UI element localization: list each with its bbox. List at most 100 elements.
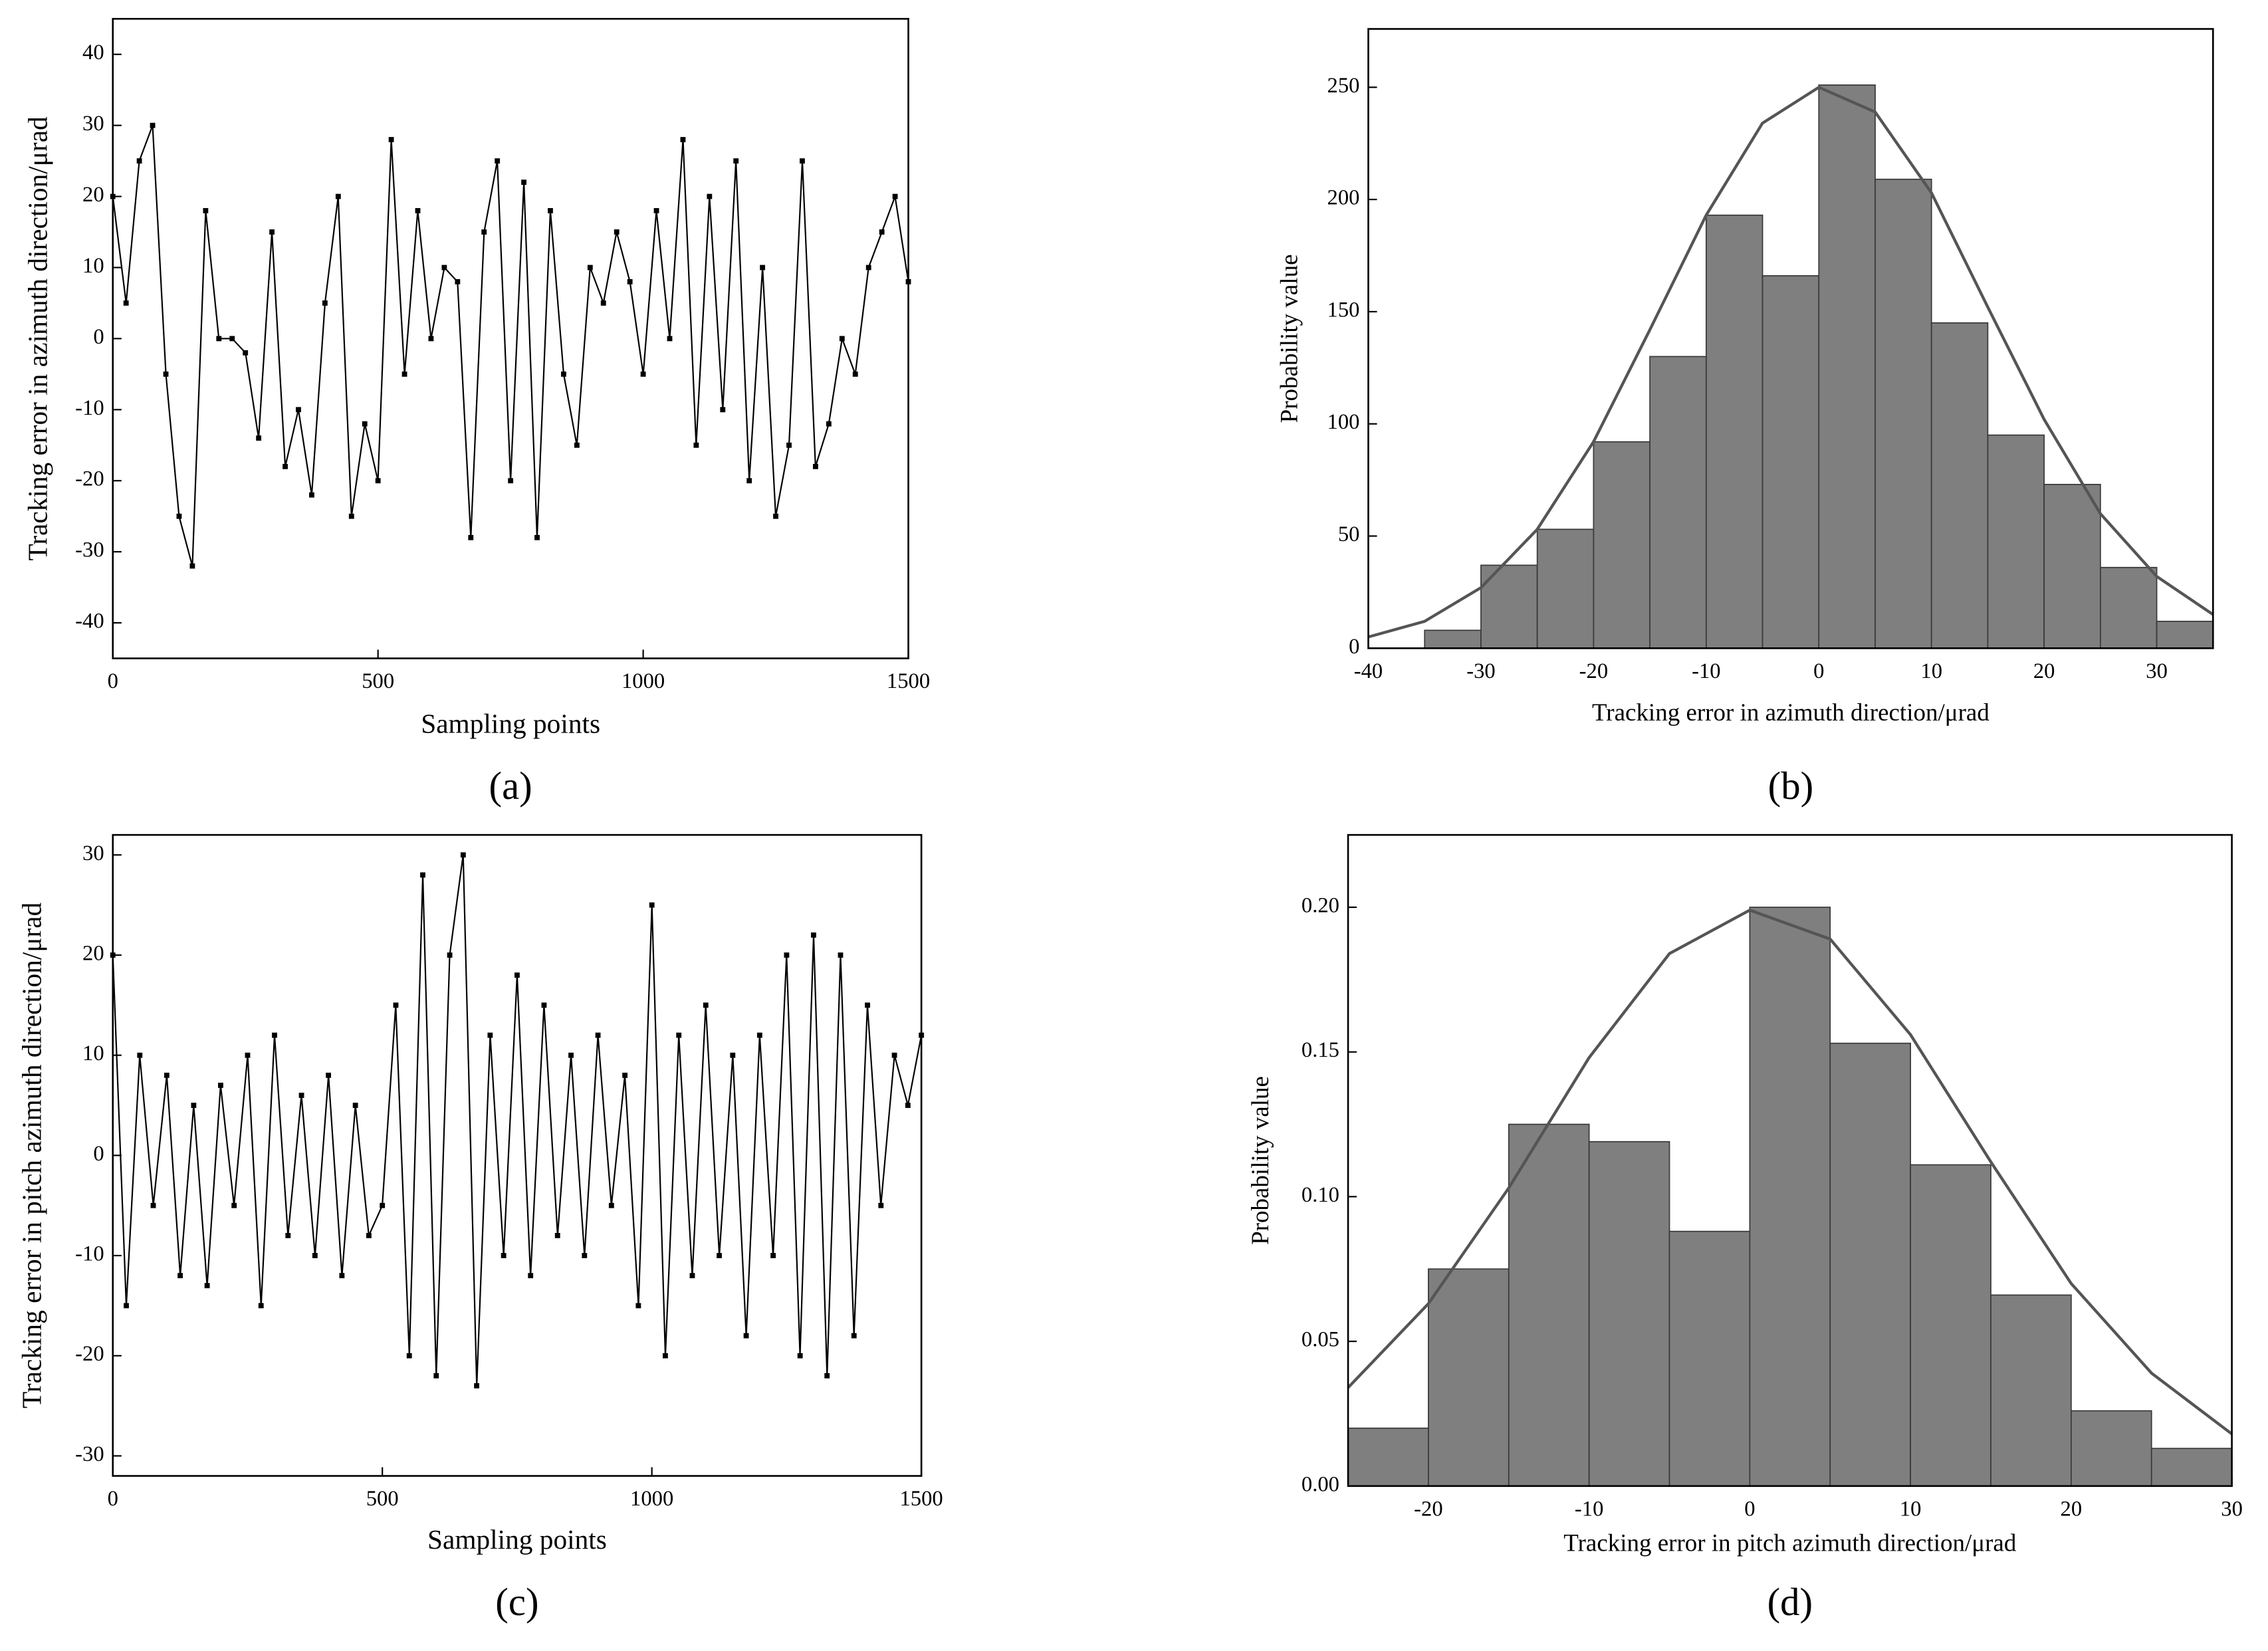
- data-point: [217, 1082, 223, 1088]
- data-point: [521, 179, 526, 185]
- y-tick-label: 40: [82, 41, 104, 64]
- y-tick-label: 10: [82, 254, 104, 278]
- histogram-bar: [1749, 907, 1831, 1487]
- x-tick-label: -10: [1575, 1497, 1603, 1521]
- data-point: [756, 1032, 762, 1038]
- data-point: [296, 407, 301, 413]
- histogram-bar: [2070, 1410, 2152, 1487]
- x-tick-label: 0: [1813, 659, 1824, 683]
- y-axis-label: Probability value: [1276, 254, 1304, 423]
- data-point: [204, 1283, 210, 1289]
- data-point: [388, 137, 394, 142]
- data-point: [622, 1072, 628, 1078]
- data-point: [878, 1202, 884, 1208]
- y-tick-label: 150: [1327, 298, 1360, 322]
- panel-label: (d): [1767, 1581, 1813, 1624]
- histogram-bar: [1987, 434, 2045, 649]
- data-point: [123, 300, 129, 306]
- data-point: [865, 265, 871, 271]
- x-tick-label: -30: [1466, 659, 1495, 683]
- data-point: [216, 336, 222, 342]
- data-point: [229, 336, 235, 342]
- data-point: [380, 1202, 386, 1208]
- data-point: [375, 478, 381, 484]
- data-point: [667, 336, 673, 342]
- data-point: [839, 336, 845, 342]
- x-tick-label: -10: [1692, 659, 1720, 683]
- data-point: [800, 158, 805, 164]
- data-point: [614, 229, 620, 235]
- x-axis-label: Sampling points: [421, 708, 600, 738]
- data-point: [649, 902, 655, 908]
- data-point: [608, 1202, 614, 1208]
- data-point: [733, 158, 739, 164]
- data-line: [112, 855, 923, 1386]
- data-point: [269, 229, 275, 235]
- data-point: [640, 371, 646, 377]
- data-point: [474, 1383, 480, 1388]
- data-point: [773, 513, 778, 519]
- histogram-bar: [1424, 629, 1482, 649]
- data-point: [730, 1052, 736, 1058]
- x-axis-label: Sampling points: [427, 1524, 607, 1555]
- data-point: [865, 1002, 870, 1008]
- data-point: [312, 1253, 318, 1258]
- y-tick-label: -20: [75, 1342, 104, 1366]
- data-point: [177, 1273, 183, 1279]
- data-point: [568, 1052, 574, 1058]
- data-point: [163, 371, 169, 377]
- data-point: [717, 1253, 722, 1258]
- y-axis-label: Tracking error in pitch azimuth directio…: [17, 902, 47, 1408]
- data-point: [447, 952, 453, 958]
- y-tick-label: 0.15: [1302, 1038, 1339, 1062]
- data-point: [720, 407, 726, 413]
- data-point: [824, 1373, 830, 1378]
- data-point: [891, 1052, 897, 1058]
- y-tick-label: 100: [1327, 410, 1360, 434]
- y-tick-label: -40: [75, 609, 104, 633]
- y-axis-label: Tracking error in azimuth direction/μrad: [22, 116, 53, 561]
- y-tick-label: 0: [1349, 635, 1359, 659]
- x-tick-label: 20: [2061, 1497, 2083, 1521]
- data-point: [528, 1273, 534, 1279]
- data-point: [786, 442, 792, 448]
- x-tick-label: 0: [108, 669, 118, 693]
- x-tick-label: 500: [366, 1487, 399, 1511]
- data-point: [189, 563, 195, 569]
- x-tick-label: 10: [1900, 1497, 1922, 1521]
- panel-label: (c): [495, 1581, 538, 1624]
- histogram-bar: [2156, 620, 2214, 649]
- data-point: [892, 193, 898, 199]
- data-point: [663, 1353, 668, 1359]
- histogram-bar: [1428, 1268, 1510, 1487]
- x-tick-label: 0: [108, 1487, 118, 1511]
- data-point: [676, 1032, 682, 1038]
- data-point: [339, 1273, 345, 1279]
- histogram-bar: [1649, 356, 1707, 649]
- data-point: [812, 463, 818, 469]
- data-point: [582, 1253, 588, 1258]
- y-tick-label: -10: [75, 396, 104, 420]
- histogram-bar: [1508, 1123, 1590, 1487]
- histogram-bar: [1818, 84, 1876, 649]
- y-tick-label: 0: [93, 325, 104, 349]
- data-point: [707, 193, 713, 199]
- panel-label: (b): [1768, 764, 1813, 808]
- x-tick-label: -20: [1579, 659, 1608, 683]
- data-point: [309, 492, 314, 498]
- data-point: [420, 872, 425, 878]
- y-tick-label: 30: [82, 841, 104, 865]
- data-point: [541, 1002, 547, 1008]
- x-tick-label: -40: [1354, 659, 1383, 683]
- data-line: [112, 125, 909, 566]
- data-point: [514, 972, 520, 978]
- y-axis-label: Probability value: [1247, 1076, 1274, 1245]
- y-tick-label: 0: [93, 1142, 104, 1166]
- plot-frame: [1367, 28, 2214, 649]
- histogram-bar: [1705, 214, 1763, 649]
- data-point: [561, 371, 566, 377]
- y-tick-label: 30: [82, 112, 104, 136]
- x-tick-label: 500: [362, 669, 394, 693]
- x-axis-label: Tracking error in pitch azimuth directio…: [1563, 1530, 2017, 1557]
- histogram-bar: [2150, 1448, 2233, 1487]
